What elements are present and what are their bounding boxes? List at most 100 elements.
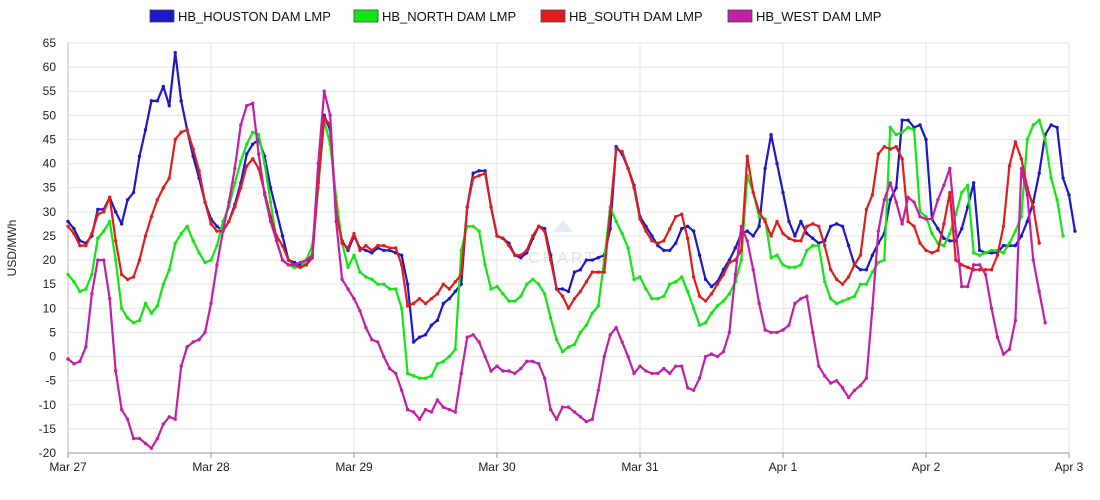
data-point (119, 272, 124, 277)
data-point (900, 130, 904, 134)
data-point (137, 154, 142, 159)
data-point (620, 340, 624, 344)
data-point (650, 234, 654, 238)
data-point (143, 234, 148, 238)
data-point (191, 239, 195, 243)
data-point (769, 132, 773, 137)
data-point (495, 284, 499, 289)
plot-area-border (67, 43, 1069, 454)
data-point (572, 410, 577, 414)
data-point (245, 152, 249, 156)
data-point (256, 152, 261, 156)
data-point (185, 345, 189, 349)
data-point (757, 214, 761, 219)
data-point (90, 231, 94, 236)
data-point (245, 164, 249, 168)
y-tick-label: 65 (43, 36, 57, 50)
y-axis: -20 -15 -10 -5 0 5 10 15 20 25 30 35 40 45 50 55 60 65 (39, 36, 57, 460)
data-point (954, 229, 958, 233)
data-point (614, 145, 618, 149)
data-point (656, 296, 660, 301)
data-point (167, 415, 171, 419)
data-point (1013, 140, 1018, 144)
data-point (769, 234, 773, 238)
data-point (644, 287, 648, 291)
data-point (1013, 229, 1018, 233)
data-point (840, 299, 845, 303)
data-point (960, 190, 964, 195)
data-point (1055, 198, 1059, 202)
data-point (209, 222, 213, 226)
data-point (1019, 157, 1024, 161)
x-tick-label: Mar 30 (478, 460, 516, 474)
data-point (668, 227, 672, 231)
data-point (668, 282, 672, 286)
data-point (96, 258, 100, 262)
data-point (119, 222, 124, 226)
data-point (685, 386, 690, 390)
y-tick-label: 10 (43, 301, 57, 315)
y-tick-label: 60 (43, 60, 57, 74)
data-point (495, 364, 499, 368)
data-point (823, 374, 827, 378)
data-point (811, 330, 815, 335)
data-point (1001, 251, 1006, 255)
data-point (441, 282, 446, 286)
data-point (370, 277, 374, 282)
data-point (388, 366, 392, 371)
data-point (966, 265, 970, 269)
data-point (900, 118, 904, 122)
data-point (912, 200, 916, 204)
data-point (763, 219, 767, 224)
data-point (942, 183, 946, 187)
data-point (370, 248, 374, 253)
data-point (596, 304, 600, 308)
data-point (245, 104, 249, 108)
data-point (662, 239, 666, 243)
data-point (560, 294, 565, 298)
data-point (966, 183, 970, 187)
data-point (66, 357, 70, 361)
data-point (435, 318, 440, 323)
data-point (685, 236, 690, 241)
x-tick-label: Apr 3 (1055, 460, 1084, 474)
data-point (757, 224, 761, 228)
data-point (137, 318, 142, 323)
x-tick-label: Mar 31 (621, 460, 659, 474)
data-point (203, 260, 207, 265)
data-point (942, 236, 946, 241)
data-point (823, 280, 827, 284)
data-point (173, 50, 177, 55)
data-point (221, 229, 225, 233)
data-point (286, 258, 291, 262)
y-tick-label: -15 (39, 422, 57, 436)
data-point (262, 161, 267, 166)
data-point (125, 417, 130, 421)
data-point (1025, 219, 1029, 224)
data-point (566, 289, 571, 294)
data-point (918, 241, 922, 245)
data-point (465, 335, 469, 339)
data-point (870, 306, 875, 310)
data-point (650, 239, 654, 243)
y-axis-label: USD/MWh (5, 220, 19, 277)
data-point (286, 263, 291, 267)
data-point (143, 301, 148, 306)
data-point (584, 258, 589, 262)
data-point (376, 340, 380, 344)
data-point (846, 395, 851, 400)
data-point (137, 436, 142, 441)
data-point (447, 287, 452, 291)
data-point (709, 352, 714, 356)
data-point (650, 296, 654, 301)
data-point (364, 243, 368, 248)
data-point (989, 251, 994, 255)
data-point (233, 205, 237, 209)
data-point (602, 270, 606, 274)
data-point (292, 263, 297, 267)
data-point (108, 195, 112, 200)
x-tick-label: Mar 29 (335, 460, 373, 474)
data-point (948, 190, 952, 195)
data-point (834, 301, 839, 306)
data-point (1067, 193, 1071, 197)
